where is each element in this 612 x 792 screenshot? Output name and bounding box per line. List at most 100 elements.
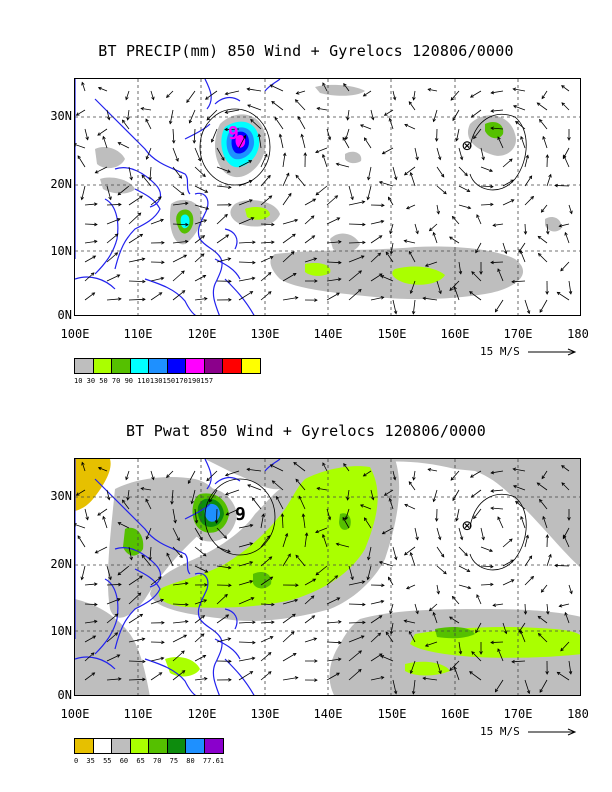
wind-vector — [473, 508, 482, 519]
wind-vector-head — [383, 112, 388, 116]
wind-vector — [480, 565, 494, 568]
wind-vector-head — [94, 582, 98, 586]
wind-vector-head — [291, 251, 295, 255]
wind-vector-head — [449, 236, 453, 240]
wind-vector-head — [403, 551, 408, 556]
wind-vector-head — [314, 279, 318, 283]
wind-vector-head — [438, 290, 442, 295]
wind-vector-head — [503, 250, 508, 255]
wind-vector — [304, 258, 317, 263]
wind-vector — [475, 622, 482, 633]
wind-vector — [537, 482, 548, 491]
wind-vector — [272, 480, 284, 491]
wind-vector — [370, 273, 383, 282]
wind-vector-head — [371, 496, 375, 501]
wind-vector — [106, 109, 110, 120]
wind-vector — [450, 90, 460, 101]
wind-vector-head — [228, 583, 232, 588]
wind-vector — [128, 678, 146, 681]
wind-vector — [304, 198, 316, 206]
wind-vector — [497, 268, 504, 282]
wind-vector — [379, 181, 394, 187]
wind-vector — [282, 653, 297, 662]
wind-vector — [169, 109, 174, 124]
wind-vector-head — [141, 554, 146, 559]
pwat-colorbar-labels: 0 35 55 60 65 70 75 80 77.61 — [74, 757, 225, 765]
wind-vector — [225, 109, 240, 113]
wind-vector — [452, 109, 460, 121]
wind-vector-head — [151, 96, 155, 101]
wind-vector — [449, 236, 460, 244]
wind-vector-head — [511, 659, 515, 664]
lat-label-20n-bottom: 20N — [50, 557, 72, 571]
wind-vector — [260, 241, 274, 244]
wind-vector — [524, 603, 526, 615]
wind-vector — [304, 215, 315, 225]
wind-vector — [128, 166, 133, 180]
wind-vector — [490, 261, 504, 263]
wind-vector-head — [204, 569, 209, 573]
wind-vector-head — [509, 538, 513, 543]
wind-vector-head — [567, 137, 571, 141]
wind-vector-head — [184, 201, 189, 206]
wind-vector-head — [458, 270, 463, 275]
wind-vector — [238, 160, 252, 168]
wind-vector — [150, 90, 154, 100]
wind-vector — [141, 488, 152, 491]
wind-vector — [128, 258, 145, 263]
wind-vector-head — [490, 202, 494, 207]
wind-vector — [84, 620, 97, 624]
wind-vector — [433, 612, 438, 624]
wind-vector-head — [97, 132, 101, 136]
wind-vector — [491, 127, 504, 130]
wind-vector — [524, 679, 530, 694]
wind-vector — [84, 255, 96, 263]
wind-vector-head — [519, 250, 524, 254]
wind-vector — [247, 484, 262, 491]
wind-vector — [81, 82, 86, 92]
wind-vector — [513, 88, 526, 92]
pwat-colorbar-swatch — [130, 739, 149, 753]
wind-vector-head — [449, 667, 453, 671]
wind-vector-head — [380, 655, 385, 659]
wind-vector-head — [542, 135, 546, 140]
wind-vector-head — [371, 116, 375, 121]
wind-vector — [458, 527, 463, 540]
wind-vector-head — [512, 104, 517, 109]
wind-vector — [370, 615, 383, 624]
wind-vector-head — [404, 503, 409, 508]
wind-vector-head — [271, 620, 275, 625]
wind-vector-head — [116, 598, 121, 602]
wind-vector-head — [470, 114, 475, 118]
wind-vector-head — [537, 235, 542, 240]
wind-vector-head — [528, 175, 533, 180]
wind-vector-head — [199, 536, 203, 541]
wind-vector-head — [178, 175, 183, 179]
wind-vector — [408, 101, 416, 111]
wind-vector-head — [541, 475, 545, 480]
wind-vector-head — [476, 594, 480, 598]
wind-vector-head — [564, 611, 568, 616]
wind-vector — [491, 470, 504, 474]
wind-vector-head — [170, 501, 174, 505]
wind-vector — [118, 142, 130, 149]
wind-vector-head — [342, 516, 346, 521]
wind-vector-head — [490, 184, 494, 189]
wind-vector — [348, 581, 365, 586]
wind-vector — [216, 147, 225, 161]
wind-vector — [491, 109, 504, 112]
wind-vector-head — [114, 233, 119, 238]
wind-vector-head — [267, 174, 271, 179]
wind-vector-head — [387, 576, 392, 581]
wind-vector — [564, 612, 570, 624]
wind-vector-head — [537, 632, 542, 637]
wind-vector-head — [181, 670, 186, 674]
wind-vector-head — [510, 199, 515, 203]
precip-colorbar-swatch — [186, 359, 205, 373]
wind-vector-head — [224, 213, 228, 218]
wind-vector-head — [378, 560, 383, 565]
wind-vector-head — [334, 195, 339, 199]
wind-vector-head — [90, 652, 95, 656]
wind-vector — [172, 508, 176, 523]
wind-vector-head — [327, 136, 332, 141]
